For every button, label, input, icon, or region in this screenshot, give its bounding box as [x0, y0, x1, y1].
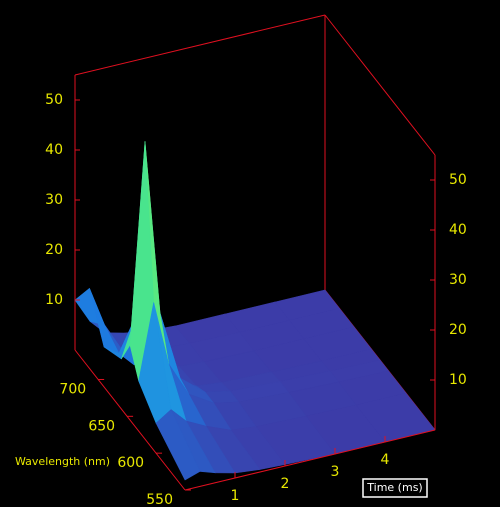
x-tick-label: 4 [381, 452, 390, 468]
x-tick-label: 2 [281, 476, 290, 492]
box-edge [324, 14, 436, 156]
z-tick-label: 40 [45, 142, 63, 158]
x-axis-label: Time (ms) [366, 481, 422, 494]
y-tick-label: 650 [88, 418, 115, 434]
z-tick-label: 30 [45, 192, 63, 208]
z-tick-label: 10 [449, 372, 467, 388]
y-tick-label: 700 [59, 381, 86, 397]
time-axis [184, 429, 436, 491]
z-tick-label: 20 [449, 322, 467, 338]
wavelength-axis [74, 349, 186, 491]
z-tick-label: 30 [449, 272, 467, 288]
surface-patch [155, 409, 201, 481]
z-tick-label: 40 [449, 222, 467, 238]
x-tick-label: 3 [331, 464, 340, 480]
z-tick-label: 20 [45, 242, 63, 258]
y-tick-label: 600 [117, 455, 144, 471]
x-tick-label: 1 [231, 488, 240, 504]
box-edge [74, 14, 326, 76]
z-tick-label: 50 [45, 92, 63, 108]
y-axis-label: Wavelength (nm) [15, 455, 110, 468]
z-tick-label: 50 [449, 172, 467, 188]
y-tick-label: 550 [146, 492, 173, 507]
x-axis-label-box [362, 478, 428, 498]
z-tick-label: 10 [45, 292, 63, 308]
